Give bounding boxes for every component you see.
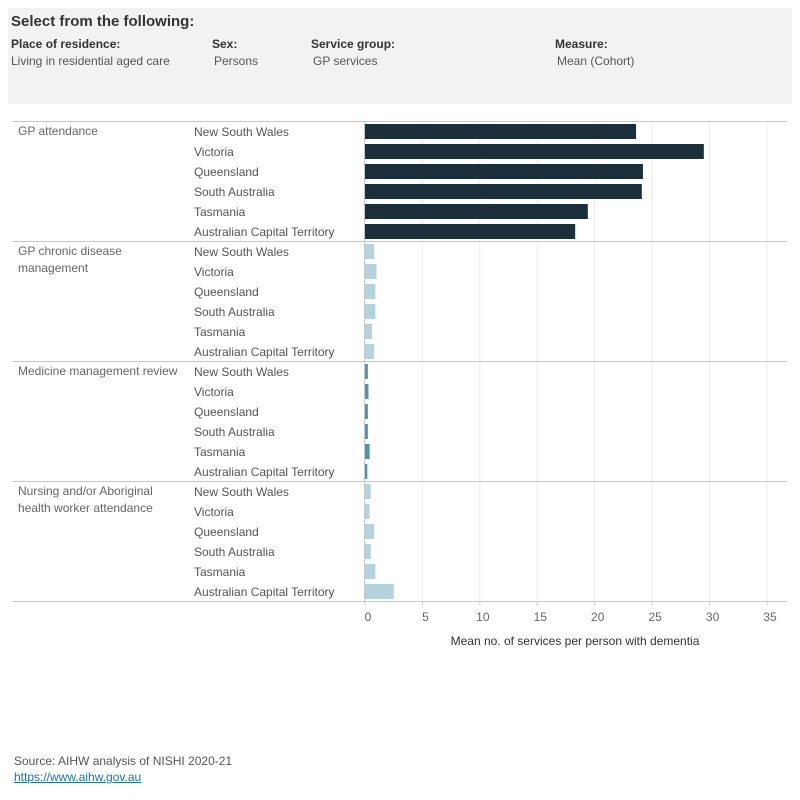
bar [365, 224, 576, 239]
tick-label: 10 [476, 610, 490, 624]
bar [365, 504, 370, 519]
state-label: Queensland [194, 525, 259, 539]
bar [365, 464, 368, 479]
bar [365, 584, 394, 599]
state-label: Victoria [194, 265, 234, 279]
state-label: Queensland [194, 165, 259, 179]
filter-label: Sex: [212, 37, 238, 51]
state-label: Queensland [194, 285, 259, 299]
state-label: Victoria [194, 385, 234, 399]
tick-label: 25 [648, 610, 662, 624]
group-label: health worker attendance [18, 501, 153, 515]
bar [365, 444, 370, 459]
source-link[interactable]: https://www.aihw.gov.au [14, 770, 142, 784]
filter-value[interactable]: GP services [313, 54, 378, 68]
state-label: Australian Capital Territory [194, 465, 335, 479]
bar [365, 484, 371, 499]
state-label: New South Wales [194, 365, 289, 379]
bar [365, 304, 376, 319]
state-label: Australian Capital Territory [194, 585, 335, 599]
state-label: Victoria [194, 145, 234, 159]
filter-label: Place of residence: [11, 37, 121, 51]
state-label: Australian Capital Territory [194, 345, 335, 359]
filter-place-of-residence[interactable]: Place of residence: Living in residentia… [11, 37, 170, 68]
bar [365, 144, 704, 159]
tick-label: 20 [591, 610, 605, 624]
bar [365, 364, 368, 379]
bar [365, 164, 643, 179]
bar [365, 184, 642, 199]
group-label: GP chronic disease [18, 244, 122, 258]
x-axis-title: Mean no. of services per person with dem… [451, 634, 700, 648]
state-label: Tasmania [194, 445, 246, 459]
bar [365, 544, 371, 559]
bar [365, 204, 588, 219]
bar [365, 124, 637, 139]
state-label: New South Wales [194, 125, 289, 139]
filter-sex[interactable]: Sex: Persons [212, 37, 258, 68]
filter-heading: Select from the following: [11, 13, 195, 30]
state-label: South Australia [194, 425, 275, 439]
state-label: Tasmania [194, 565, 246, 579]
filter-panel: Select from the following: Place of resi… [8, 8, 792, 104]
tick-label: 35 [763, 610, 777, 624]
group-label: Medicine management review [18, 364, 178, 378]
bar [365, 424, 368, 439]
state-label: Australian Capital Territory [194, 225, 335, 239]
bar [365, 344, 375, 359]
tick-label: 0 [365, 610, 372, 624]
filter-label: Service group: [311, 37, 396, 51]
filter-measure[interactable]: Measure: Mean (Cohort) [555, 37, 634, 68]
bar [365, 244, 375, 259]
filter-service-group[interactable]: Service group: GP services [311, 37, 395, 68]
group-label: GP attendance [18, 124, 98, 138]
bar [365, 524, 375, 539]
bar [365, 384, 369, 399]
state-label: Tasmania [194, 205, 246, 219]
tick-label: 5 [422, 610, 429, 624]
state-label: Tasmania [194, 325, 246, 339]
state-label: South Australia [194, 185, 275, 199]
tick-label: 15 [534, 610, 548, 624]
state-label: South Australia [194, 545, 275, 559]
state-label: Victoria [194, 505, 234, 519]
group-label: management [18, 261, 89, 275]
filter-value[interactable]: Living in residential aged care [11, 54, 170, 68]
tick-label: 30 [706, 610, 720, 624]
filter-value[interactable]: Mean (Cohort) [557, 54, 635, 68]
bar [365, 324, 372, 339]
source-text: Source: AIHW analysis of NISHI 2020-21 [14, 754, 233, 768]
state-label: Queensland [194, 405, 259, 419]
source-note: Source: AIHW analysis of NISHI 2020-21 h… [14, 753, 232, 785]
state-label: New South Wales [194, 245, 289, 259]
filter-label: Measure: [555, 37, 608, 51]
bar [365, 404, 368, 419]
bar [365, 284, 376, 299]
filter-value[interactable]: Persons [214, 54, 259, 68]
group-label: Nursing and/or Aboriginal [18, 484, 153, 498]
bar [365, 564, 376, 579]
bar [365, 264, 377, 279]
state-label: New South Wales [194, 485, 289, 499]
state-label: South Australia [194, 305, 275, 319]
